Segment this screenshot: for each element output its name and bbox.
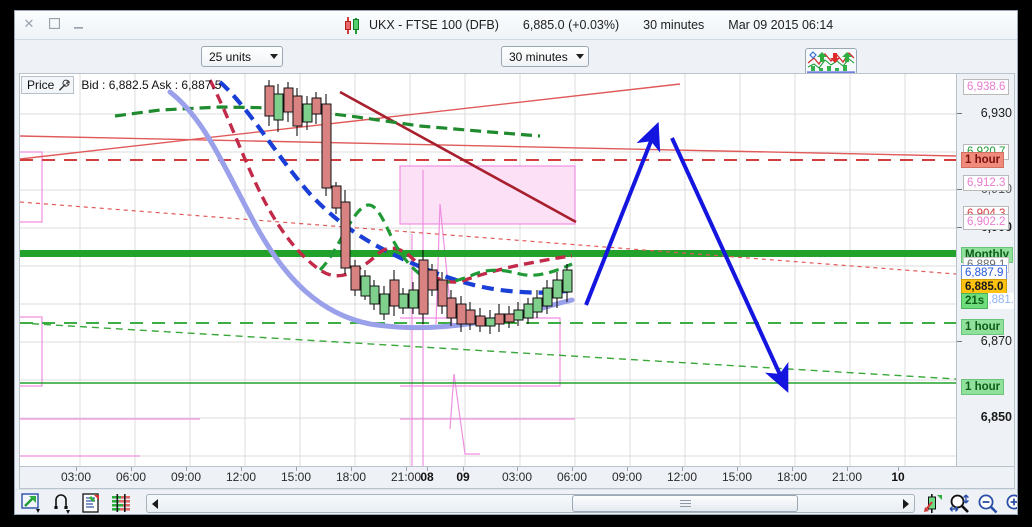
timeframe-dropdown[interactable]: 30 minutes xyxy=(501,46,589,67)
y-tick-label: 6,850 xyxy=(980,410,1012,424)
countdown-badge: 21s xyxy=(961,293,989,309)
price-axis[interactable]: 6,930 6,910 6,900 6,870 6,850 6,938.6 6,… xyxy=(957,73,1015,467)
y-tick-label: 6,930 xyxy=(980,106,1012,120)
descending-dotted-green xyxy=(20,322,956,380)
scroll-left-icon[interactable] xyxy=(147,495,163,512)
x-tick-label: 06:00 xyxy=(115,470,147,484)
monthly-pivot-band xyxy=(20,250,956,257)
x-tick-label: 18:00 xyxy=(776,470,808,484)
price-tag-level[interactable]: 6,902.2 xyxy=(963,214,1010,230)
last-price: 6,885.0 (+0.03%) xyxy=(522,18,620,32)
trendline-up-red xyxy=(20,83,681,160)
red-dashed-signal xyxy=(208,79,573,284)
bottom-toolbar xyxy=(15,489,1017,514)
y-tick-label: 6,870 xyxy=(980,334,1012,348)
units-dropdown[interactable]: 25 units xyxy=(201,46,283,67)
down-arrow-annotation xyxy=(670,137,789,393)
title-bar: ✕ UKX - FTSE 100 (DFB) 6,885.0 (+0.03%) … xyxy=(15,11,1017,40)
title-datetime: Mar 09 2015 06:14 xyxy=(728,18,834,32)
zoom-fit-icon[interactable] xyxy=(949,493,971,514)
price-plot[interactable]: Price Bid : 6,882.5 Ask : 6,887.5 xyxy=(19,73,957,467)
chart-window: ✕ UKX - FTSE 100 (DFB) 6,885.0 (+0.03%) … xyxy=(14,10,1018,515)
grip-icon xyxy=(679,498,691,509)
scrollbar-thumb[interactable] xyxy=(572,495,798,512)
x-tick-label: 15:00 xyxy=(721,470,753,484)
instrument-name: UKX - FTSE 100 (DFB) xyxy=(369,18,499,32)
x-tick-label: 12:00 xyxy=(225,470,257,484)
timeframe-dropdown-label: 30 minutes xyxy=(509,49,568,64)
x-tick-label: 21:00 xyxy=(831,470,863,484)
chevron-down-icon xyxy=(265,54,282,59)
price-tag-last[interactable]: 6,885.0 xyxy=(961,279,1008,295)
blue-dashed-signal xyxy=(218,80,573,295)
signal-chart-icon xyxy=(806,49,856,74)
x-tick-label: 03:00 xyxy=(60,470,92,484)
title-timeframe: 30 minutes xyxy=(643,18,705,32)
minimize-icon[interactable] xyxy=(71,15,87,32)
x-tick-label: 03:00 xyxy=(501,470,533,484)
time-axis[interactable]: 03:00 06:00 09:00 12:00 15:00 18:00 21:0… xyxy=(19,467,1015,489)
zoom-out-icon[interactable] xyxy=(977,493,999,514)
price-tag-timeframe[interactable]: 1 hour xyxy=(961,152,1005,168)
chart-canvas xyxy=(20,74,956,466)
x-tick-label: 21:00 xyxy=(390,470,422,484)
candlesticks xyxy=(264,80,573,334)
wrench-icon xyxy=(59,79,71,91)
price-tag-level[interactable]: 6,938.6 xyxy=(963,79,1010,95)
up-arrow-annotation xyxy=(584,121,661,306)
x-tick-label: 09:00 xyxy=(170,470,202,484)
channel-boxes xyxy=(20,151,576,225)
price-tag-timeframe[interactable]: 1 hour xyxy=(961,379,1005,395)
scroll-right-icon[interactable] xyxy=(898,495,914,512)
x-tick-label-day: 08 xyxy=(420,470,434,484)
magnet-icon[interactable] xyxy=(51,493,73,514)
price-info-bar: Price Bid : 6,882.5 Ask : 6,887.5 xyxy=(21,75,221,95)
bid-ask-readout: Bid : 6,882.5 Ask : 6,887.5 xyxy=(81,78,222,92)
signal-indicator-button[interactable] xyxy=(805,48,857,75)
price-settings-button[interactable]: Price xyxy=(21,76,75,94)
window-controls: ✕ xyxy=(21,15,87,32)
zoom-in-icon[interactable] xyxy=(1005,493,1017,514)
title-bar-info: UKX - FTSE 100 (DFB) 6,885.0 (+0.03%) 30… xyxy=(345,11,833,39)
price-label: Price xyxy=(27,78,55,92)
steep-red-line xyxy=(339,90,577,224)
chart-toolbar: 25 units 30 minutes xyxy=(15,40,1017,74)
indicator-settings-icon[interactable] xyxy=(111,493,133,514)
x-tick-label: 18:00 xyxy=(335,470,367,484)
units-dropdown-label: 25 units xyxy=(209,49,252,64)
x-tick-label: 09:00 xyxy=(611,470,643,484)
chevron-down-icon xyxy=(571,54,588,59)
chart-area: Price Bid : 6,882.5 Ask : 6,887.5 xyxy=(19,73,1015,467)
x-tick-label: 15:00 xyxy=(280,470,312,484)
horizontal-scrollbar[interactable] xyxy=(146,494,915,513)
x-tick-label-day: 09 xyxy=(456,470,470,484)
x-tick-label: 06:00 xyxy=(556,470,588,484)
notes-icon[interactable] xyxy=(81,493,103,514)
close-icon[interactable]: ✕ xyxy=(23,16,35,31)
maximize-icon[interactable] xyxy=(46,16,62,32)
candlestick-icon xyxy=(345,16,360,34)
x-tick-label-day: 10 xyxy=(891,470,905,484)
green-dashed-ma xyxy=(114,105,541,138)
trendline-down-red xyxy=(20,135,956,157)
candle-zoom-icon[interactable] xyxy=(923,493,945,514)
price-tag-timeframe[interactable]: 1 hour xyxy=(961,319,1005,335)
price-tag-level[interactable]: 6,912.3 xyxy=(963,175,1010,191)
x-tick-label: 12:00 xyxy=(666,470,698,484)
export-icon[interactable] xyxy=(21,493,43,514)
